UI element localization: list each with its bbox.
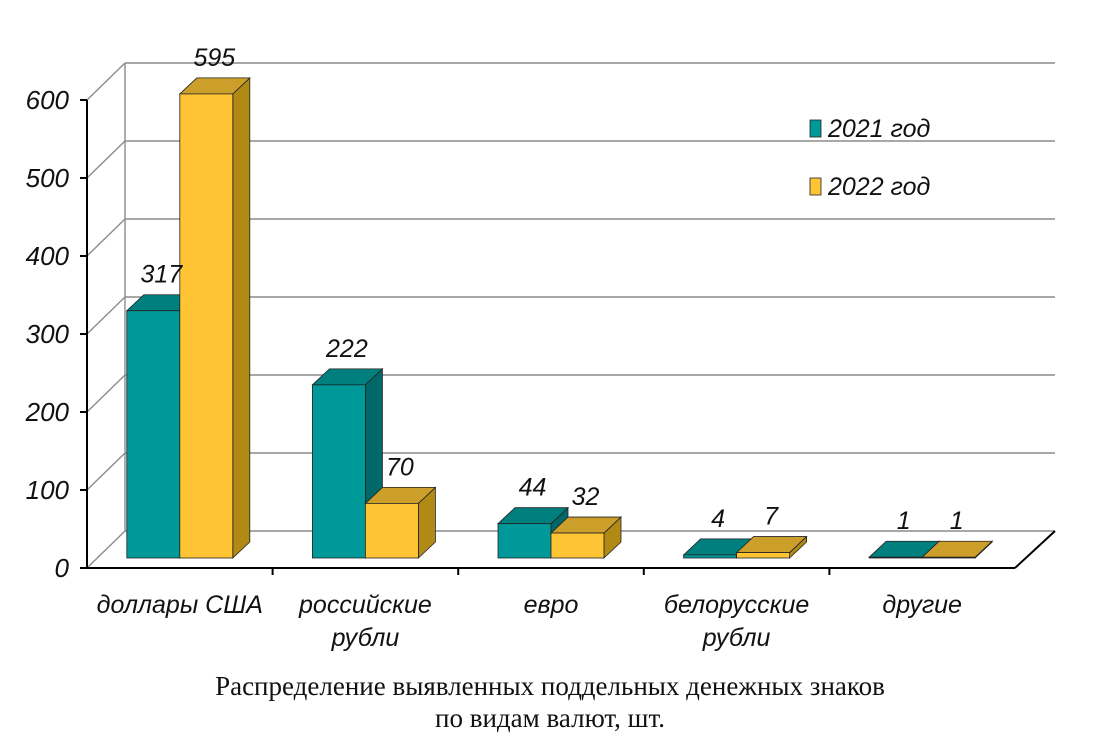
y-tick-label: 100	[26, 475, 70, 505]
bar-series1	[497, 523, 552, 559]
labels: 317 595 доллары США 222 70 российские рубли 44 3…	[97, 44, 964, 652]
bar-series2	[550, 532, 605, 559]
legend-label: 2022 год	[827, 173, 931, 201]
y-tick-label: 200	[25, 397, 70, 427]
legend-swatch	[809, 119, 822, 138]
data-label: 4	[711, 505, 725, 533]
y-tick-label: 0	[55, 553, 70, 583]
data-label: 317	[140, 261, 183, 289]
data-label: 7	[764, 503, 779, 531]
data-label: 222	[325, 335, 368, 363]
bar-series2	[736, 552, 790, 559]
gridline-diagonal	[86, 452, 126, 491]
data-label: 44	[519, 474, 547, 502]
y-tick-label: 300	[26, 319, 70, 349]
y-tick-label: 500	[26, 163, 70, 193]
bar-series1	[683, 554, 737, 559]
y-tick-label: 400	[26, 241, 70, 271]
data-label: 70	[386, 453, 414, 481]
x-tick-label: рубли	[331, 624, 400, 652]
y-tick-label: 600	[26, 85, 70, 115]
x-tick-label: доллары США	[97, 591, 263, 619]
bar-series1	[126, 310, 181, 559]
axes: 0 100 200 300 400 500 600	[25, 85, 1056, 583]
legend-swatch	[809, 177, 822, 196]
x-tick-label: белорусские	[664, 591, 809, 619]
legend: 2021 год 2022 год	[809, 115, 931, 201]
x-tick-label: евро	[524, 591, 579, 619]
gridline-diagonal	[86, 530, 126, 569]
bar-series2	[921, 556, 976, 559]
data-label: 1	[897, 507, 911, 535]
gridline-diagonal	[86, 62, 126, 101]
gridline-diagonal	[86, 374, 126, 413]
bar-series1	[311, 384, 366, 559]
data-label: 595	[193, 44, 235, 72]
data-label: 1	[950, 507, 964, 535]
gridlines	[86, 62, 1055, 569]
chart-caption-line-2: по видам валют, шт.	[435, 703, 665, 733]
bar-series2-side	[232, 76, 251, 559]
gridline-diagonal	[86, 218, 126, 257]
floor-right-edge	[1014, 530, 1056, 569]
x-tick-label: другие	[882, 591, 962, 619]
data-label: 32	[572, 483, 600, 511]
bar-series1	[868, 556, 923, 559]
chart-caption-line-1: Распределение выявленных поддельных дене…	[215, 671, 885, 701]
gridline-diagonal	[86, 296, 126, 335]
bar-series2	[179, 93, 234, 559]
x-tick-label: рубли	[702, 624, 771, 652]
bar-series2	[364, 502, 419, 559]
gridline-diagonal	[86, 140, 126, 179]
legend-label: 2021 год	[827, 115, 931, 143]
bars	[125, 76, 994, 559]
x-tick-label: российские	[298, 591, 432, 619]
